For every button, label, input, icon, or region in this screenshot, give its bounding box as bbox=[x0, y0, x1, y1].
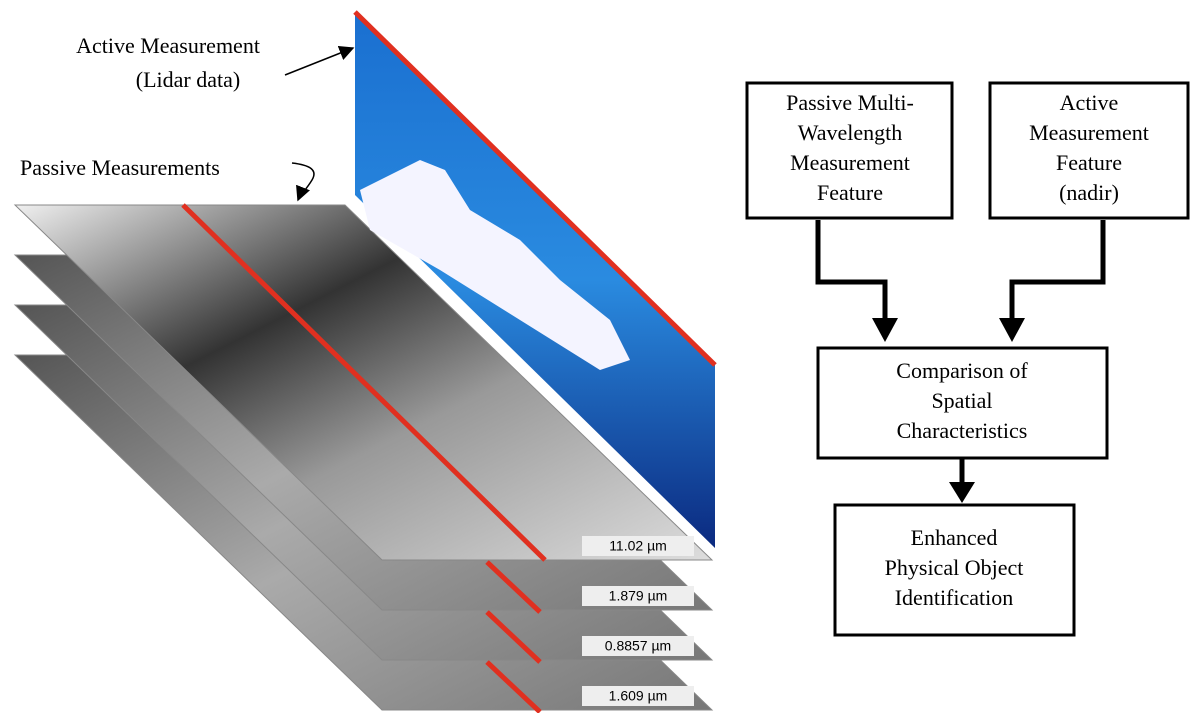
node-label: Identification bbox=[895, 585, 1014, 610]
node-label: Active bbox=[1060, 90, 1119, 115]
figure: 1.609 µm 0.8857 µm 1.879 µm 11.02 µm Active… bbox=[0, 0, 1204, 713]
node-label: Measurement bbox=[790, 150, 910, 175]
pointer-arrow bbox=[285, 48, 353, 75]
arrows bbox=[818, 220, 1103, 485]
layer-label: 1.879 µm bbox=[609, 588, 668, 604]
layer-label: 11.02 µm bbox=[609, 538, 667, 554]
node-label: Measurement bbox=[1029, 120, 1149, 145]
node-label: Physical Object bbox=[885, 555, 1024, 580]
node-label: Feature bbox=[817, 180, 883, 205]
annotation: Passive Measurements bbox=[20, 155, 220, 180]
node-label: Spatial bbox=[931, 388, 992, 413]
node-label: (nadir) bbox=[1059, 180, 1119, 205]
node-label: Feature bbox=[1056, 150, 1122, 175]
layer-label: 1.609 µm bbox=[609, 688, 668, 704]
annotation: Active Measurement bbox=[76, 33, 260, 58]
annotation: (Lidar data) bbox=[136, 67, 240, 92]
node-label: Enhanced bbox=[911, 525, 998, 550]
layer-label: 0.8857 µm bbox=[605, 638, 671, 654]
node-label: Characteristics bbox=[897, 418, 1028, 443]
node-label: Comparison of bbox=[896, 358, 1028, 383]
node-label: Passive Multi- bbox=[786, 90, 914, 115]
node-label: Wavelength bbox=[798, 120, 903, 145]
pointer-arrow bbox=[292, 163, 314, 200]
node-labels: Passive Multi- Wavelength Measurement Featu… bbox=[786, 90, 1149, 610]
